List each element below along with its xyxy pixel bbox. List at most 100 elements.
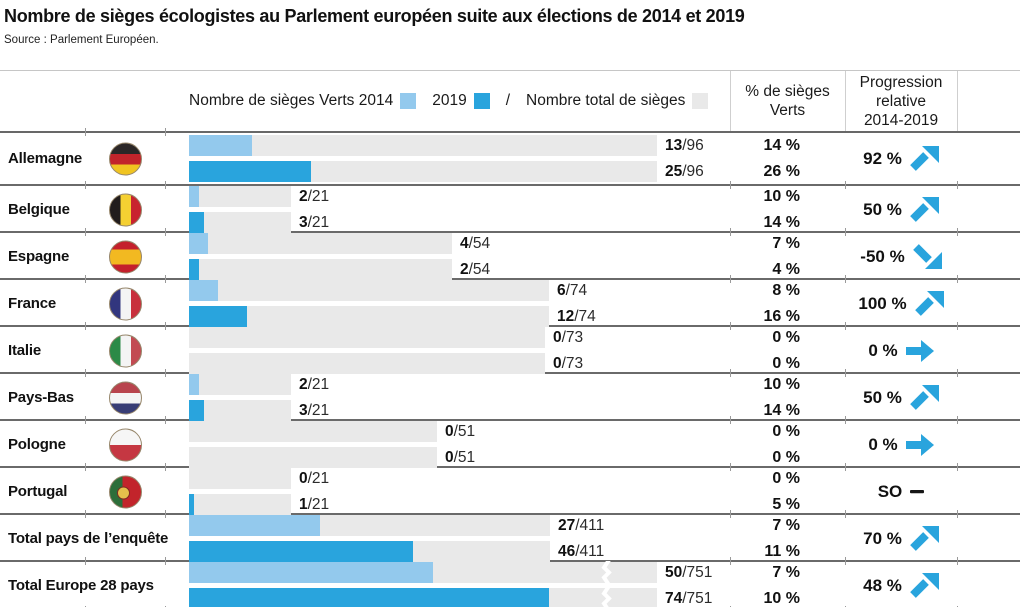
bar-track-2014	[189, 515, 550, 536]
pct-2019: 16 %	[763, 308, 800, 325]
country-flag-icon	[109, 334, 142, 367]
value-2019: 12/74	[557, 308, 596, 325]
table-row: Pologne 0/51 0/51 0 % 0 % 0 %	[0, 421, 1020, 471]
progression-value: 50 %	[863, 387, 902, 407]
divider-tick	[730, 463, 731, 471]
barline-2019: 3/21	[189, 400, 730, 421]
bars-cell: 2/21 3/21	[165, 374, 730, 421]
bar-fill-2014	[189, 374, 199, 395]
barline-2019: 1/21	[189, 494, 730, 515]
pct-cell: 10 % 14 %	[730, 374, 845, 421]
divider-tick	[957, 510, 958, 518]
barline-2019: 0/51	[189, 447, 730, 468]
country-label: Total pays de l’enquête	[8, 530, 169, 547]
progression-value: 92 %	[863, 148, 902, 168]
source-note: Source : Parlement Européen.	[4, 34, 159, 46]
column-separator	[957, 71, 958, 131]
country-label: Pays-Bas	[8, 389, 74, 406]
bar-track-2014	[189, 421, 437, 442]
pct-2014: 0 %	[772, 470, 800, 487]
value-2014: 13/96	[665, 137, 704, 154]
divider-tick	[957, 557, 958, 565]
divider-tick	[165, 369, 166, 377]
country-label: Belgique	[8, 201, 70, 218]
pct-cell: 10 % 14 %	[730, 186, 845, 233]
axis-break-icon	[601, 561, 612, 584]
trend-up-icon	[914, 291, 944, 316]
bar-track-2019	[189, 353, 545, 374]
divider-tick	[165, 510, 166, 518]
legend-2014-label: Nombre de sièges Verts 2014	[189, 92, 394, 109]
right-arrow	[905, 339, 934, 362]
bar-track-2014	[189, 135, 657, 156]
divider-tick	[165, 181, 166, 189]
barline-2019: 12/74	[189, 306, 730, 327]
barline-2014: 27/411	[189, 515, 730, 536]
pct-2019: 10 %	[763, 590, 800, 607]
divider-tick	[85, 322, 86, 330]
country-flag-icon	[109, 193, 142, 226]
bar-fill-2014	[189, 280, 218, 301]
divider-tick	[845, 369, 846, 377]
value-2014: 4/54	[460, 235, 491, 252]
barline-2014: 0/21	[189, 468, 730, 489]
pct-2019: 5 %	[772, 496, 800, 513]
progression-cell: SO	[845, 482, 957, 502]
divider-tick	[845, 181, 846, 189]
progression-cell: 50 %	[845, 385, 957, 410]
bar-fill-2019	[189, 494, 194, 515]
up-arrow	[910, 526, 939, 551]
country-flag-icon	[109, 142, 142, 175]
barline-2014: 4/54	[189, 233, 730, 254]
divider-tick	[165, 275, 166, 283]
divider-tick	[845, 463, 846, 471]
table-row: Total pays de l’enquête 27/411 46/411 7 …	[0, 515, 1020, 565]
progression-cell: 70 %	[845, 526, 957, 551]
pct-2019: 0 %	[772, 355, 800, 372]
value-2019: 0/51	[445, 449, 476, 466]
divider-tick	[730, 228, 731, 236]
table-row: Espagne 4/54 2/54 7 % 4 % -50 %	[0, 233, 1020, 283]
col-header-progression: Progression relative 2014-2019	[859, 73, 943, 129]
progression-cell: 92 %	[845, 146, 957, 171]
country-flag-icon	[109, 428, 142, 461]
up-arrow	[910, 146, 939, 171]
bars-cell: 6/74 12/74	[165, 280, 730, 327]
bar-track-2019	[189, 259, 452, 280]
pct-2014: 7 %	[772, 517, 800, 534]
country-label: Allemagne	[8, 150, 83, 167]
barline-2019: 74/751	[189, 587, 730, 607]
divider-tick	[730, 322, 731, 330]
divider-tick	[845, 322, 846, 330]
progression-value: 70 %	[863, 528, 902, 548]
value-2014: 27/411	[558, 517, 605, 534]
bar-track-2014	[189, 374, 291, 395]
divider-tick	[845, 228, 846, 236]
divider-tick	[85, 510, 86, 518]
table-row: Portugal 0/21 1/21 0 % 5 % SO	[0, 468, 1020, 518]
bar-fill-2019	[189, 259, 199, 280]
country-label: Total Europe 28 pays	[8, 577, 154, 594]
column-separator	[730, 71, 731, 131]
bars-cell: 0/21 1/21	[165, 468, 730, 515]
divider-tick	[730, 181, 731, 189]
up-arrow	[910, 197, 939, 222]
no-trend-dash-icon	[910, 489, 925, 493]
bar-fill-2019	[189, 212, 204, 233]
divider-tick	[165, 416, 166, 424]
bar-track-2019	[189, 494, 291, 515]
trend-flat-icon	[905, 339, 934, 362]
pct-2019: 26 %	[763, 163, 800, 180]
bar-track-2014	[189, 468, 291, 489]
value-2019: 46/411	[558, 543, 605, 560]
progression-value: 50 %	[863, 199, 902, 219]
legend-2019-label: 2019	[432, 92, 467, 109]
divider-tick	[85, 181, 86, 189]
trend-up-icon	[910, 385, 939, 410]
barline-2019: 0/73	[189, 353, 730, 374]
legend-swatch-2019-icon	[473, 93, 490, 109]
divider-tick	[85, 463, 86, 471]
progression-cell: 48 %	[845, 573, 957, 598]
divider-tick	[165, 463, 166, 471]
